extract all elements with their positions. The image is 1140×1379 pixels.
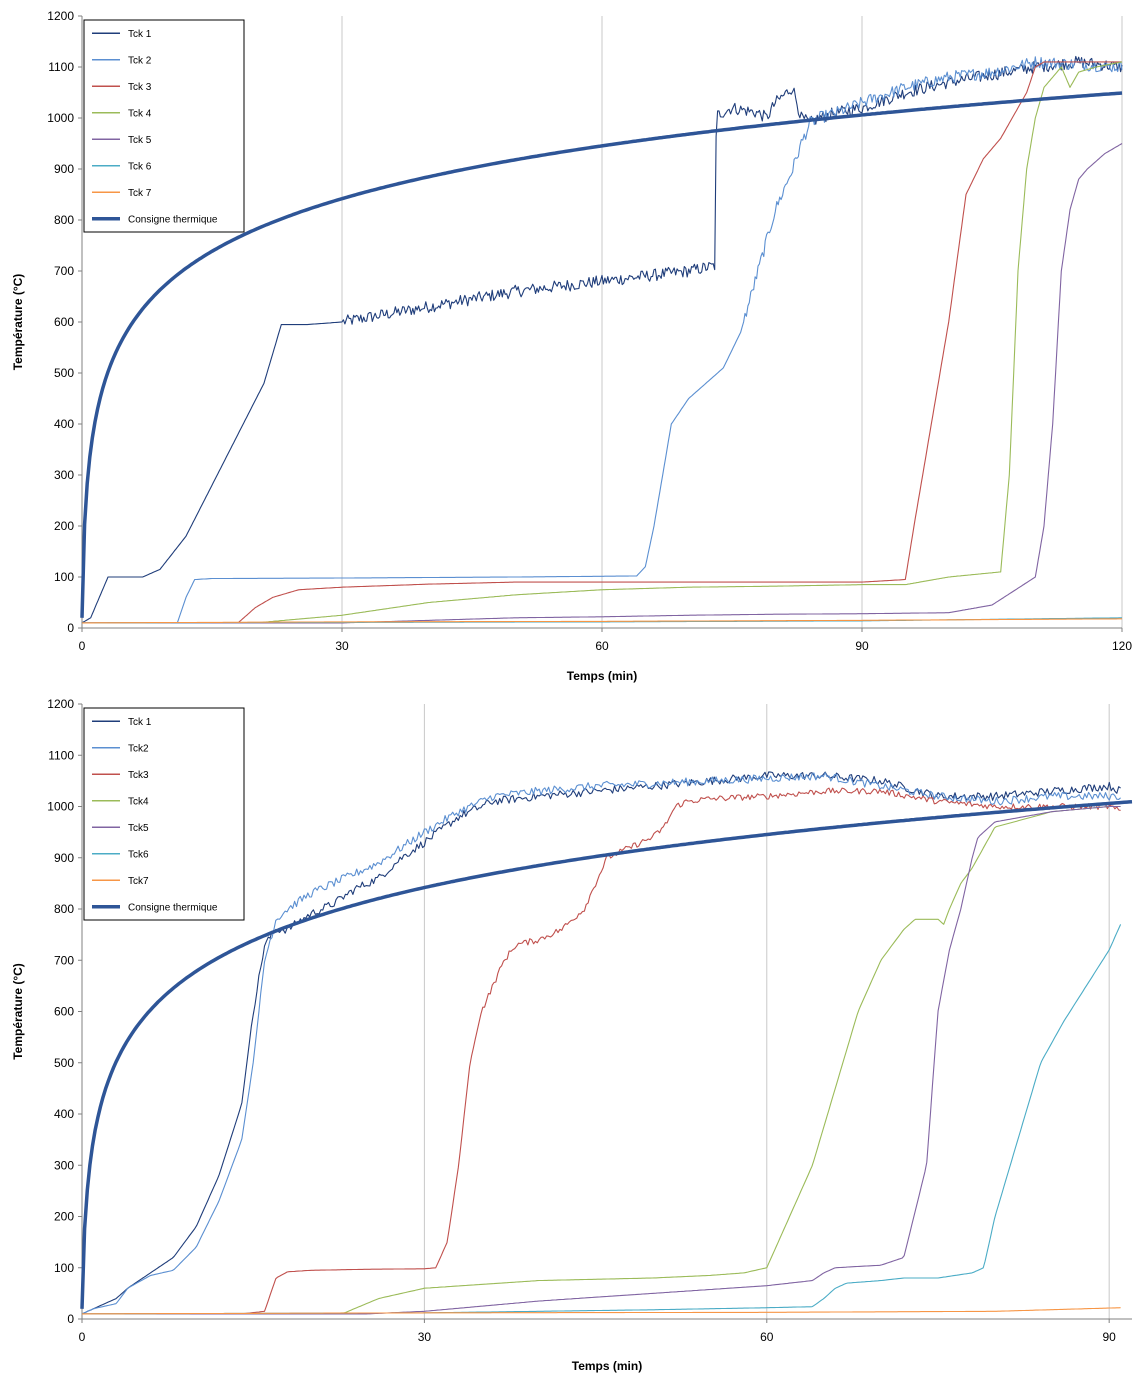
y-tick-label: 500 bbox=[54, 1056, 74, 1070]
legend-label-consigne-thermique: Consigne thermique bbox=[128, 902, 218, 913]
series-line-consigne-thermique bbox=[80, 91, 1123, 618]
y-axis-label: Température (°C) bbox=[11, 963, 25, 1060]
y-tick-label: 200 bbox=[54, 1210, 74, 1224]
y-tick-label: 200 bbox=[54, 519, 74, 533]
legend-label-tck3: Tck3 bbox=[128, 770, 149, 781]
chart-1: 0100200300400500600700800900100011001200… bbox=[11, 9, 1132, 683]
x-tick-label: 0 bbox=[79, 1330, 86, 1344]
legend-label-tck-3: Tck 3 bbox=[128, 82, 152, 93]
series-line-tck2 bbox=[81, 772, 1121, 1315]
series-line-tck-2 bbox=[82, 56, 1123, 624]
x-tick-label: 60 bbox=[760, 1330, 774, 1344]
y-tick-label: 900 bbox=[54, 162, 74, 176]
y-tick-label: 1100 bbox=[48, 60, 74, 74]
legend: Tck 1 Tck2 Tck3 Tck4 Tck5 Tck6 Tck7 Consigne th… bbox=[83, 707, 245, 921]
y-tick-label: 0 bbox=[67, 621, 74, 635]
legend-box bbox=[83, 19, 245, 233]
legend-label-tck-6: Tck 6 bbox=[128, 161, 152, 172]
y-tick-label: 0 bbox=[67, 1312, 74, 1326]
legend-label-tck-1: Tck 1 bbox=[128, 29, 152, 40]
series-line-tck-3 bbox=[82, 61, 1122, 624]
y-axis-label: Température (°C) bbox=[11, 274, 25, 371]
y-tick-label: 1000 bbox=[47, 800, 74, 814]
y-tick-label: 500 bbox=[54, 366, 74, 380]
legend-label-tck5: Tck5 bbox=[128, 823, 149, 834]
legend-box bbox=[83, 707, 245, 921]
x-tick-label: 0 bbox=[79, 639, 86, 653]
legend-label-tck6: Tck6 bbox=[128, 849, 149, 860]
legend-label-tck-1: Tck 1 bbox=[128, 717, 152, 728]
x-tick-label: 90 bbox=[1102, 1330, 1116, 1344]
legend-label-tck-4: Tck 4 bbox=[128, 108, 152, 119]
series-line-consigne-thermique bbox=[80, 799, 1133, 1309]
y-tick-label: 100 bbox=[54, 1261, 74, 1275]
y-tick-label: 800 bbox=[54, 902, 74, 916]
y-tick-label: 1000 bbox=[47, 111, 74, 125]
legend-label-tck-5: Tck 5 bbox=[128, 135, 152, 146]
y-tick-label: 100 bbox=[54, 570, 74, 584]
y-tick-label: 300 bbox=[54, 1158, 74, 1172]
y-tick-label: 1200 bbox=[47, 9, 74, 23]
y-tick-label: 400 bbox=[54, 1107, 74, 1121]
series-line-tck6 bbox=[82, 924, 1122, 1315]
y-tick-label: 600 bbox=[54, 315, 74, 329]
legend-label-tck7: Tck7 bbox=[128, 876, 149, 887]
y-tick-label: 600 bbox=[54, 1005, 74, 1019]
chart-2: 0100200300400500600700800900100011001200… bbox=[11, 697, 1133, 1373]
y-tick-label: 900 bbox=[54, 851, 74, 865]
legend-label-tck-7: Tck 7 bbox=[128, 188, 152, 199]
x-tick-label: 60 bbox=[595, 639, 609, 653]
y-tick-label: 1200 bbox=[47, 697, 74, 711]
y-tick-label: 1100 bbox=[48, 748, 74, 762]
y-tick-label: 800 bbox=[54, 213, 74, 227]
y-tick-label: 700 bbox=[54, 953, 74, 967]
x-axis-label: Temps (min) bbox=[572, 1359, 642, 1373]
series-line-tck7 bbox=[82, 1307, 1121, 1315]
x-tick-label: 30 bbox=[418, 1330, 432, 1344]
series-line-tck3 bbox=[82, 787, 1121, 1315]
legend-label-tck4: Tck4 bbox=[128, 796, 149, 807]
legend-label-tck2: Tck2 bbox=[128, 743, 149, 754]
x-tick-label: 30 bbox=[335, 639, 349, 653]
legend: Tck 1 Tck 2 Tck 3 Tck 4 Tck 5 Tck 6 Tck 7 Consi… bbox=[83, 19, 245, 233]
legend-label-consigne-thermique: Consigne thermique bbox=[128, 214, 218, 225]
y-tick-label: 700 bbox=[54, 264, 74, 278]
y-tick-label: 300 bbox=[54, 468, 74, 482]
x-tick-label: 120 bbox=[1112, 639, 1132, 653]
series-line-tck-7 bbox=[82, 618, 1122, 624]
legend-label-tck-2: Tck 2 bbox=[128, 55, 152, 66]
y-tick-label: 400 bbox=[54, 417, 74, 431]
x-axis-label: Temps (min) bbox=[567, 669, 637, 683]
x-tick-label: 90 bbox=[855, 639, 869, 653]
